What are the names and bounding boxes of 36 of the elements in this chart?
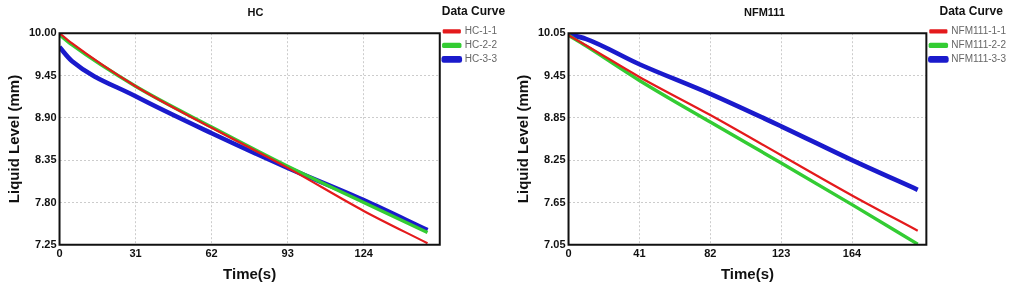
x-tick-label: 0 <box>565 247 572 260</box>
y-tick-label: 8.35 <box>35 153 57 166</box>
y-axis-title: Liquid Level (mm) <box>5 74 23 204</box>
y-tick-label: 9.45 <box>544 68 566 81</box>
x-axis-title: Time(s) <box>720 265 774 283</box>
legend-label: NFM111-1-1 <box>951 25 1007 37</box>
y-tick-label: 8.90 <box>35 110 57 123</box>
y-tick-label: 7.65 <box>544 195 566 208</box>
legend-title: Data Curve <box>441 4 506 19</box>
y-tick-label: 9.45 <box>35 68 57 81</box>
chart-title: NFM111 <box>744 5 785 18</box>
y-tick-label: 7.25 <box>35 237 57 250</box>
y-tick-label: 7.80 <box>35 195 57 208</box>
x-axis-title: Time(s) <box>223 265 277 283</box>
y-tick-label: 8.25 <box>544 153 566 166</box>
x-tick-label: 0 <box>56 247 63 260</box>
y-tick-label: 10.05 <box>538 26 566 39</box>
legend-label: NFM111-3-3 <box>951 53 1007 65</box>
legend-label: HC-3-3 <box>464 53 498 65</box>
y-axis-title: Liquid Level (mm) <box>514 74 532 204</box>
x-tick-label: 124 <box>354 247 374 260</box>
y-tick-label: 8.85 <box>544 110 566 123</box>
legend-label: HC-2-2 <box>464 39 498 51</box>
x-tick-label: 123 <box>771 247 791 260</box>
chart-title: HC <box>247 5 264 18</box>
x-tick-label: 62 <box>205 247 218 260</box>
legend-title: Data Curve <box>939 4 1004 19</box>
y-tick-label: 7.05 <box>544 237 566 250</box>
x-tick-label: 82 <box>704 247 717 260</box>
legend-label: HC-1-1 <box>464 25 498 37</box>
x-tick-label: 41 <box>633 247 646 260</box>
x-tick-label: 164 <box>842 247 863 260</box>
y-tick-label: 10.00 <box>29 26 57 39</box>
legend-label: NFM111-2-2 <box>951 39 1007 51</box>
x-tick-label: 31 <box>129 247 142 260</box>
x-tick-label: 93 <box>281 247 294 260</box>
